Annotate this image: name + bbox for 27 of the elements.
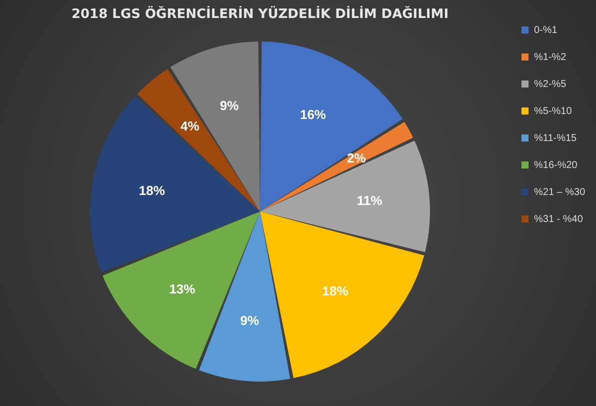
- data-label: 9%: [220, 98, 240, 113]
- pie-slice: [137, 68, 260, 212]
- data-label: 18%: [138, 182, 166, 198]
- pie-slice: [260, 122, 414, 212]
- pie-slice: [199, 212, 290, 382]
- pie-slice: [102, 212, 260, 369]
- pie-slice: [90, 96, 260, 272]
- pie-slice: [260, 140, 430, 252]
- legend-label: %2-%5: [534, 79, 567, 90]
- legend-label: %11-%15: [534, 133, 578, 144]
- data-label: 16%: [300, 107, 326, 122]
- legend-label: %31 - %40: [534, 214, 584, 225]
- chart-title: 2018 LGS ÖĞRENCİLERİN YÜZDELİK DİLİM DAĞILIMI: [71, 5, 449, 22]
- legend-label: %1-%2: [534, 52, 567, 63]
- data-label: 4%: [180, 118, 200, 134]
- pie-slice: [260, 212, 424, 378]
- pie-slice: [170, 42, 260, 212]
- data-label: 18%: [322, 284, 349, 299]
- data-label: 13%: [169, 281, 196, 296]
- legend-label: %16-%20: [534, 160, 578, 171]
- legend-label: 0-%1: [534, 25, 558, 36]
- data-label: 2%: [346, 150, 366, 166]
- pie-slice: [260, 42, 403, 212]
- data-label: 11%: [356, 193, 383, 208]
- legend-label: %5-%10: [534, 106, 572, 117]
- legend-label: %21 – %30: [534, 187, 586, 198]
- data-label: 9%: [240, 313, 260, 328]
